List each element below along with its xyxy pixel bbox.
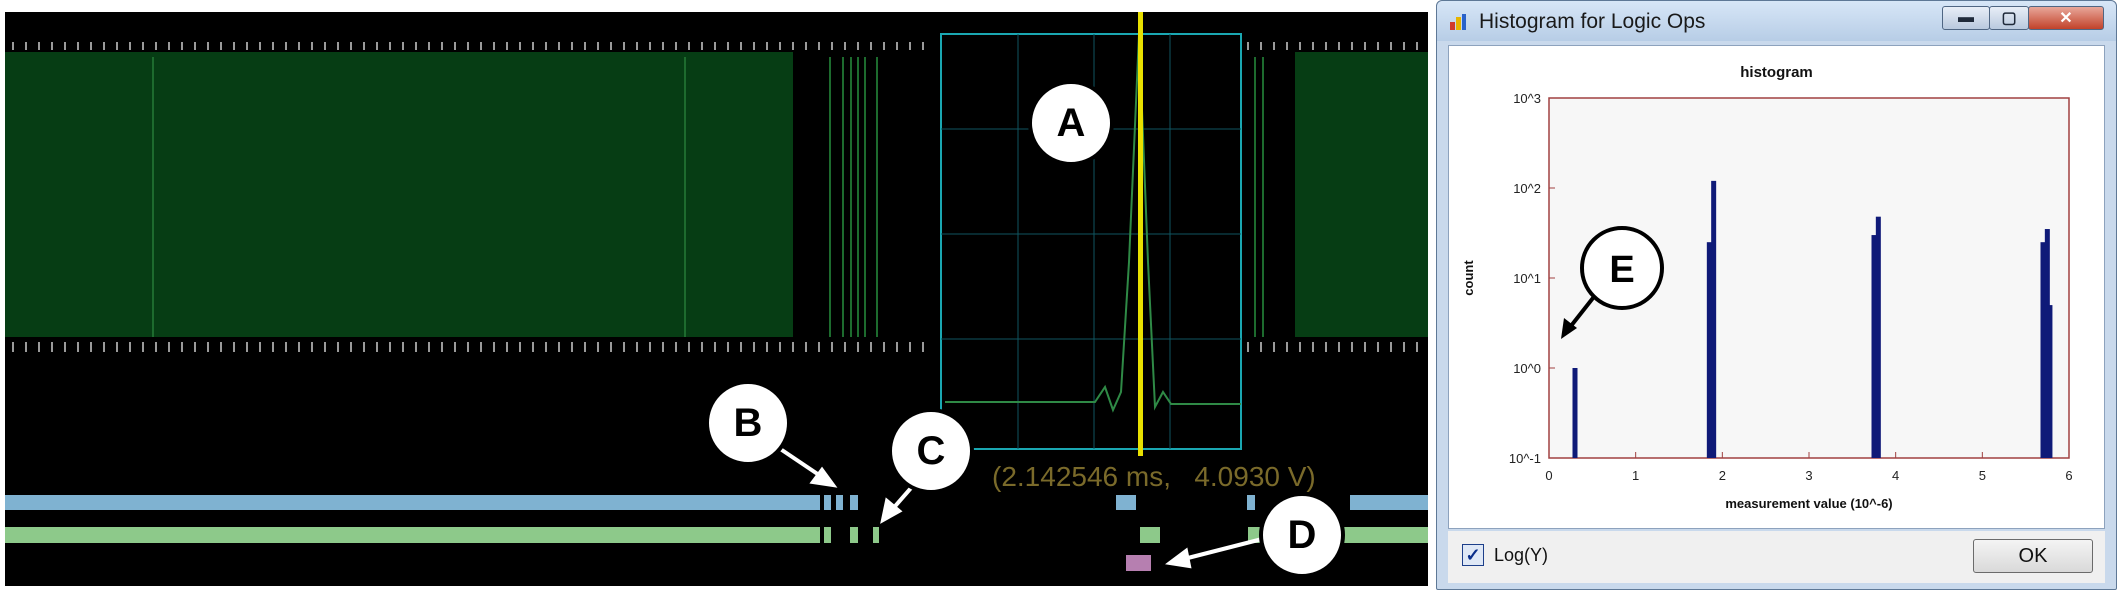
minimize-button[interactable]: ▬ (1942, 6, 1990, 30)
lane-blue-pulse (1247, 495, 1255, 510)
pulse-waveform (945, 33, 1241, 413)
callout-arrowhead-e (1561, 318, 1577, 339)
x-tick-label: 0 (1545, 468, 1552, 483)
chart-area: histogram count measurement value (10^-6… (1448, 45, 2105, 529)
trigger-cursor[interactable] (1138, 12, 1143, 456)
callout-arrowhead-c (880, 497, 903, 524)
log-y-label: Log(Y) (1494, 545, 1549, 565)
y-tick-label: 10^2 (1513, 181, 1541, 196)
lane-blue-pulse (836, 495, 843, 510)
close-button[interactable]: ✕ (2028, 6, 2104, 30)
maximize-button[interactable]: ▢ (1989, 6, 2029, 30)
histogram-bar (2047, 305, 2053, 458)
histogram-bar (1871, 235, 1877, 458)
y-tick-label: 10^3 (1513, 91, 1541, 106)
app-icon (1450, 14, 1466, 30)
y-tick-label: 10^0 (1513, 361, 1541, 376)
dialog-title: Histogram for Logic Ops (1479, 10, 1706, 33)
callout-d: D (1259, 492, 1345, 578)
trace-block (1295, 52, 1428, 337)
callout-b: B (705, 380, 791, 466)
scope-trace-canvas (5, 12, 1428, 571)
callout-arrowhead-d (1165, 547, 1192, 569)
x-tick-label: 5 (1979, 468, 1986, 483)
ok-button[interactable]: OK (1973, 539, 2093, 573)
lane-blue-pulse (824, 495, 831, 510)
scope-view: (2.142546 ms, 4.0930 V) A B C D (5, 12, 1428, 586)
histogram-bar (2044, 229, 2050, 458)
histogram-bar (1711, 180, 1717, 458)
callout-e: E (1609, 249, 1634, 291)
x-tick-label: 3 (1805, 468, 1812, 483)
lane-blue-pulse (850, 495, 858, 510)
histogram-bar (1875, 216, 1881, 458)
dialog-footer: ✓ Log(Y) OK (1448, 531, 2105, 583)
x-tick-label: 2 (1719, 468, 1726, 483)
y-tick-label: 10^1 (1513, 271, 1541, 286)
histogram-bar (1706, 242, 1712, 458)
x-axis-label: measurement value (10^-6) (1725, 496, 1892, 511)
checkmark-icon: ✓ (1465, 544, 1481, 565)
callout-a: A (1028, 80, 1114, 166)
callout-arrow-d (1179, 535, 1271, 562)
trace-block (5, 52, 615, 337)
log-y-checkbox[interactable]: ✓ (1462, 544, 1484, 566)
lane-green-pulse (824, 527, 831, 543)
histogram-dialog: Histogram for Logic Ops ▬ ▢ ✕ histogram … (1436, 0, 2117, 590)
callout-arrowhead-b (809, 466, 838, 488)
callout-e-circle (1580, 226, 1664, 310)
cursor-readout: (2.142546 ms, 4.0930 V) (992, 461, 1316, 492)
lane-blue (5, 495, 820, 510)
y-axis-label: count (1461, 260, 1476, 296)
trace-block (613, 52, 793, 337)
lane-green (5, 527, 820, 543)
callout-c: C (888, 408, 974, 494)
chart-title: histogram (1740, 64, 1813, 81)
zoom-grid (941, 34, 1241, 449)
histogram-bar (1572, 368, 1578, 458)
lane-blue (1350, 495, 1428, 510)
x-tick-label: 4 (1892, 468, 1899, 483)
title-bar[interactable]: Histogram for Logic Ops ▬ ▢ ✕ (1437, 1, 2116, 41)
lane-purple-pulse (1126, 555, 1151, 571)
lane-green-pulse (873, 527, 879, 543)
y-tick-label: 10^-1 (1509, 451, 1541, 466)
lane-green-pulse (850, 527, 858, 543)
lane-blue-pulse (1116, 495, 1136, 510)
histogram-bar (2040, 242, 2046, 458)
histogram-chart: count measurement value (10^-6) 0 1 2 3 4 5 6 1… (1461, 91, 2073, 511)
x-tick-label: 6 (2065, 468, 2072, 483)
lane-green-pulse (1140, 527, 1160, 543)
x-tick-label: 1 (1632, 468, 1639, 483)
